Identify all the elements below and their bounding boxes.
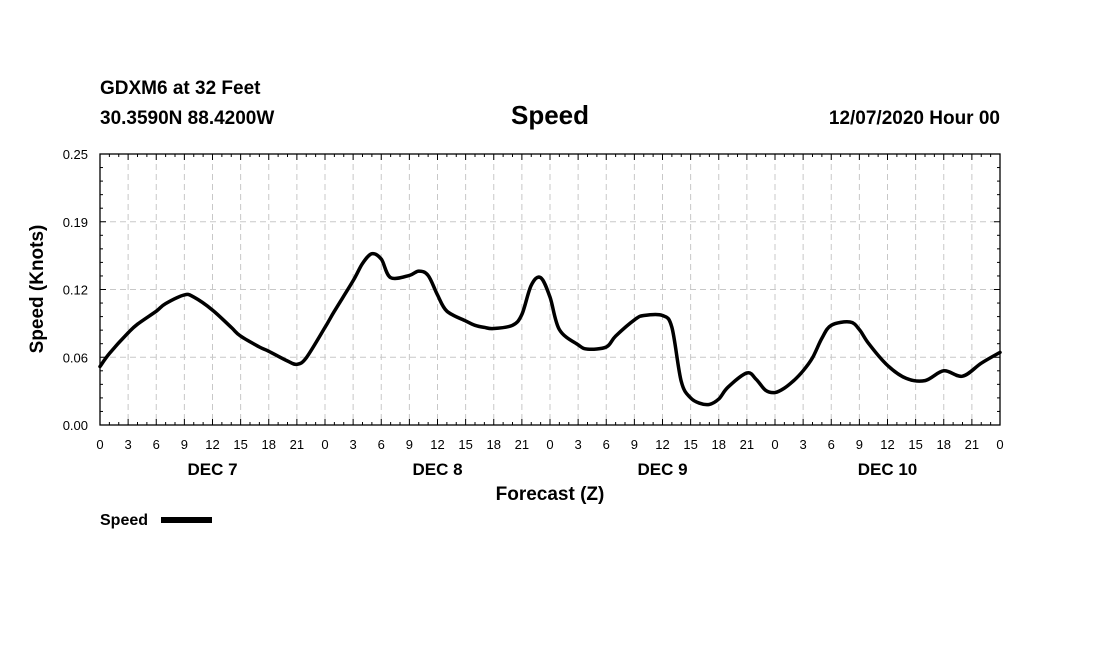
x-tick-labels: 0 3 6 9 12 15 18 21 0 3 6 9 12 15 18 21 0 3 6 9 12 15 18 21 0 3 6 9… [96,437,1003,452]
x-tick-label: 15 [233,437,247,452]
day-label: DEC 7 [187,460,237,479]
legend-swatch [161,517,212,523]
x-tick-label: 15 [683,437,697,452]
x-tick-label: 6 [603,437,610,452]
y-axis-title: Speed (Knots) [27,225,48,354]
x-tick-label: 9 [181,437,188,452]
x-tick-label: 21 [290,437,304,452]
x-tick-label: 12 [430,437,444,452]
x-tick-label: 0 [321,437,328,452]
x-tick-label: 0 [546,437,553,452]
day-label: DEC 8 [412,460,462,479]
grid-lines [100,154,1000,425]
x-tick-label: 6 [378,437,385,452]
station-label: GDXM6 at 32 Feet [100,78,261,99]
x-tick-label: 3 [575,437,582,452]
x-tick-label: 6 [153,437,160,452]
x-tick-label: 18 [262,437,276,452]
day-label: DEC 9 [637,460,687,479]
datetime-label: 12/07/2020 Hour 00 [829,108,1000,129]
x-axis-title: Forecast (Z) [496,484,605,505]
x-tick-label: 21 [965,437,979,452]
x-tick-label: 18 [487,437,501,452]
x-tick-label: 18 [712,437,726,452]
series-line-speed [98,251,1002,407]
x-tick-label: 18 [937,437,951,452]
legend-label: Speed [100,512,148,529]
x-tick-label: 0 [96,437,103,452]
y-tick-label: 0.19 [63,215,88,230]
chart-title: Speed [511,100,589,130]
x-tick-label: 21 [740,437,754,452]
y-tick-label: 0.00 [63,418,88,433]
day-labels: DEC 7 DEC 8 DEC 9 DEC 10 [187,460,917,479]
y-tick-labels: 0.00 0.06 0.12 0.19 0.25 [63,147,88,433]
x-tick-label: 12 [205,437,219,452]
x-tick-label: 21 [515,437,529,452]
day-label: DEC 10 [858,460,918,479]
coordinates-label: 30.3590N 88.4200W [100,108,274,129]
x-tick-label: 9 [856,437,863,452]
x-tick-label: 12 [655,437,669,452]
x-tick-label: 12 [880,437,894,452]
x-tick-label: 3 [125,437,132,452]
x-tick-label: 3 [350,437,357,452]
series-layer [98,251,1002,407]
y-tick-label: 0.06 [63,350,88,365]
x-tick-label: 9 [406,437,413,452]
x-tick-label: 15 [908,437,922,452]
x-tick-label: 9 [631,437,638,452]
plot-frame [99,153,1001,426]
x-tick-label: 0 [996,437,1003,452]
x-tick-label: 6 [828,437,835,452]
y-tick-label: 0.25 [63,147,88,162]
x-tick-label: 0 [771,437,778,452]
y-tick-label: 0.12 [63,283,88,298]
x-tick-label: 15 [458,437,472,452]
x-tick-label: 3 [800,437,807,452]
